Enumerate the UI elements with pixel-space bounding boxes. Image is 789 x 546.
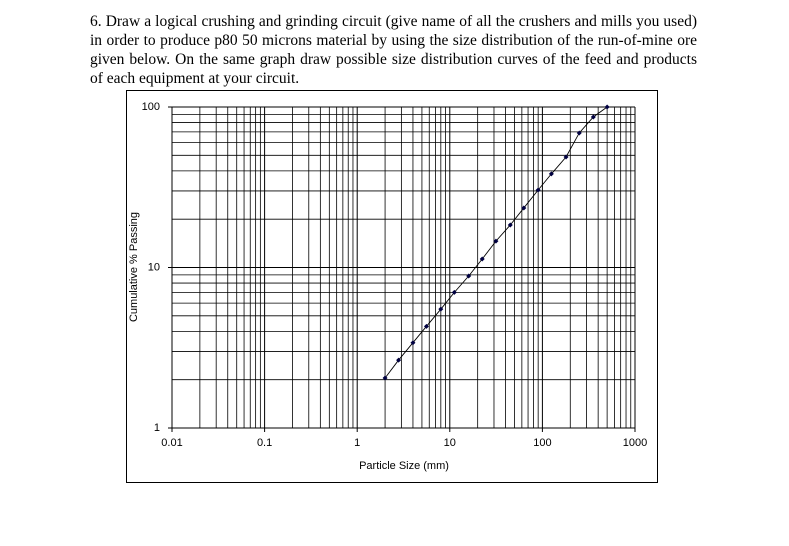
x-tick-label: 1 bbox=[354, 437, 360, 449]
y-tick-label: 10 bbox=[148, 261, 160, 273]
data-point bbox=[535, 187, 541, 193]
data-point bbox=[466, 273, 472, 279]
data-point bbox=[576, 130, 582, 136]
data-point bbox=[479, 256, 485, 262]
data-point bbox=[382, 375, 388, 381]
data-point bbox=[451, 289, 457, 295]
y-tick-label: 100 bbox=[142, 101, 160, 113]
data-point bbox=[590, 114, 596, 120]
chart-frame bbox=[126, 90, 658, 483]
x-tick-label: 0.1 bbox=[257, 437, 272, 449]
data-point bbox=[410, 340, 416, 346]
data-point bbox=[507, 222, 513, 228]
data-point bbox=[548, 171, 554, 177]
x-tick-label: 10 bbox=[444, 437, 456, 449]
y-tick-label: 1 bbox=[154, 422, 160, 434]
x-axis-label: Particle Size (mm) bbox=[359, 460, 449, 472]
data-point bbox=[396, 357, 402, 363]
question-text: 6. Draw a logical crushing and grinding … bbox=[90, 13, 697, 87]
x-tick-label: 0.01 bbox=[161, 437, 182, 449]
data-point bbox=[438, 306, 444, 312]
x-tick-label: 1000 bbox=[623, 437, 647, 449]
data-point bbox=[423, 323, 429, 329]
x-tick-label: 100 bbox=[533, 437, 551, 449]
y-axis-label: Cumulative % Passing bbox=[128, 212, 140, 322]
data-point bbox=[521, 205, 527, 211]
data-point bbox=[493, 238, 499, 244]
data-point bbox=[604, 104, 610, 110]
data-point bbox=[563, 154, 569, 160]
